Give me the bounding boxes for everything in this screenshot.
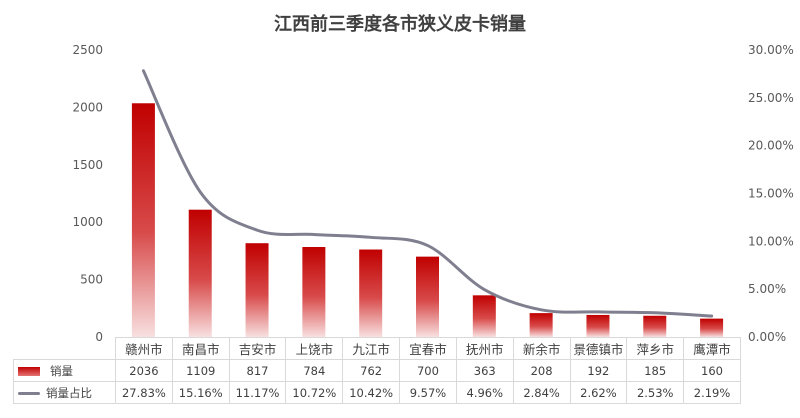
bar-2 bbox=[188, 209, 212, 337]
category-label-6: 宜春市 bbox=[399, 337, 457, 360]
left-axis: 0 500 1000 1500 2000 2500 bbox=[72, 43, 103, 344]
bar-4 bbox=[302, 246, 326, 337]
table-row-bar-series: 销量 2036 1109 817 784 762 700 363 208 192 185 160 bbox=[13, 359, 741, 382]
share-value-2: 15.16% bbox=[171, 381, 230, 404]
table-row-line-series: 销量占比 27.83% 15.16% 11.17% 10.72% 10.42% 9.57%… bbox=[13, 381, 741, 404]
legend-line-label: 销量占比 bbox=[46, 385, 92, 400]
category-label-11: 鹰潭市 bbox=[683, 337, 741, 360]
share-value-4: 10.72% bbox=[285, 381, 344, 404]
bar-value-11: 160 bbox=[683, 359, 741, 382]
category-label-3: 吉安市 bbox=[228, 337, 287, 360]
bar-6 bbox=[416, 256, 439, 337]
left-axis-tick-5: 2000 bbox=[72, 100, 103, 114]
category-label-5: 九江市 bbox=[342, 337, 401, 360]
bar-3 bbox=[245, 243, 269, 337]
category-label-9: 景德镇市 bbox=[569, 337, 628, 360]
share-value-11: 2.19% bbox=[683, 381, 741, 404]
bar-value-1: 2036 bbox=[115, 359, 173, 382]
left-axis-tick-3: 1000 bbox=[72, 215, 103, 229]
bars-layer bbox=[131, 103, 724, 337]
bar-value-3: 817 bbox=[228, 359, 287, 382]
left-axis-tick-1: 0 bbox=[95, 330, 103, 344]
right-axis: 0.00% 5.00% 10.00% 15.00% 20.00% 25.00% 30.00% bbox=[748, 43, 794, 344]
line-layer bbox=[141, 69, 714, 318]
bar-value-7: 363 bbox=[455, 359, 514, 382]
category-label-10: 萍乡市 bbox=[626, 337, 685, 360]
category-label-2: 南昌市 bbox=[171, 337, 230, 360]
share-value-6: 9.57% bbox=[399, 381, 457, 404]
bar-value-4: 784 bbox=[285, 359, 344, 382]
share-value-1: 27.83% bbox=[115, 381, 173, 404]
bar-value-10: 185 bbox=[626, 359, 685, 382]
legend-bar-label: 销量 bbox=[50, 363, 73, 378]
bar-5 bbox=[359, 249, 383, 337]
bar-value-5: 762 bbox=[342, 359, 401, 382]
share-value-3: 11.17% bbox=[228, 381, 287, 404]
left-axis-tick-6: 2500 bbox=[72, 43, 103, 57]
bar-8 bbox=[529, 313, 553, 337]
table-row-categories: 赣州市 南昌市 吉安市 上饶市 九江市 宜春市 抚州市 新余市 景德镇市 萍乡市 鹰潭市 bbox=[13, 337, 741, 360]
bar-value-6: 700 bbox=[399, 359, 457, 382]
share-line bbox=[141, 69, 714, 318]
right-axis-tick-2: 5.00% bbox=[748, 282, 786, 296]
right-axis-tick-5: 20.00% bbox=[748, 139, 794, 153]
bar-value-2: 1109 bbox=[171, 359, 230, 382]
bar-10 bbox=[643, 315, 667, 337]
legend-line-swatch bbox=[18, 391, 40, 395]
category-label-1: 赣州市 bbox=[115, 337, 173, 360]
bar-11 bbox=[700, 318, 724, 337]
legend-entry-bar-series: 销量 bbox=[13, 359, 116, 382]
bar-value-9: 192 bbox=[569, 359, 628, 382]
left-axis-tick-2: 500 bbox=[80, 273, 103, 287]
left-axis-tick-4: 1500 bbox=[72, 158, 103, 172]
right-axis-tick-7: 30.00% bbox=[748, 43, 794, 57]
category-label-4: 上饶市 bbox=[285, 337, 344, 360]
share-value-9: 2.62% bbox=[569, 381, 628, 404]
bar-1 bbox=[131, 103, 155, 337]
right-axis-tick-4: 15.00% bbox=[748, 187, 794, 201]
category-label-8: 新余市 bbox=[512, 337, 571, 360]
bar-9 bbox=[586, 314, 610, 337]
right-axis-tick-6: 25.00% bbox=[748, 91, 794, 105]
bar-7 bbox=[472, 295, 496, 337]
legend-entry-line-series: 销量占比 bbox=[13, 381, 116, 404]
right-axis-tick-3: 10.00% bbox=[748, 234, 794, 248]
legend-bar-swatch bbox=[18, 366, 40, 376]
chart-title: 江西前三季度各市狭义皮卡销量 bbox=[274, 14, 526, 35]
share-value-7: 4.96% bbox=[455, 381, 514, 404]
table-corner bbox=[13, 337, 116, 360]
right-axis-tick-1: 0.00% bbox=[748, 330, 786, 344]
bar-value-8: 208 bbox=[512, 359, 571, 382]
category-label-7: 抚州市 bbox=[455, 337, 514, 360]
share-value-5: 10.42% bbox=[342, 381, 401, 404]
data-table: 赣州市 南昌市 吉安市 上饶市 九江市 宜春市 抚州市 新余市 景德镇市 萍乡市 鹰潭市 销量 20… bbox=[13, 337, 741, 404]
share-value-8: 2.84% bbox=[512, 381, 571, 404]
share-value-10: 2.53% bbox=[626, 381, 685, 404]
